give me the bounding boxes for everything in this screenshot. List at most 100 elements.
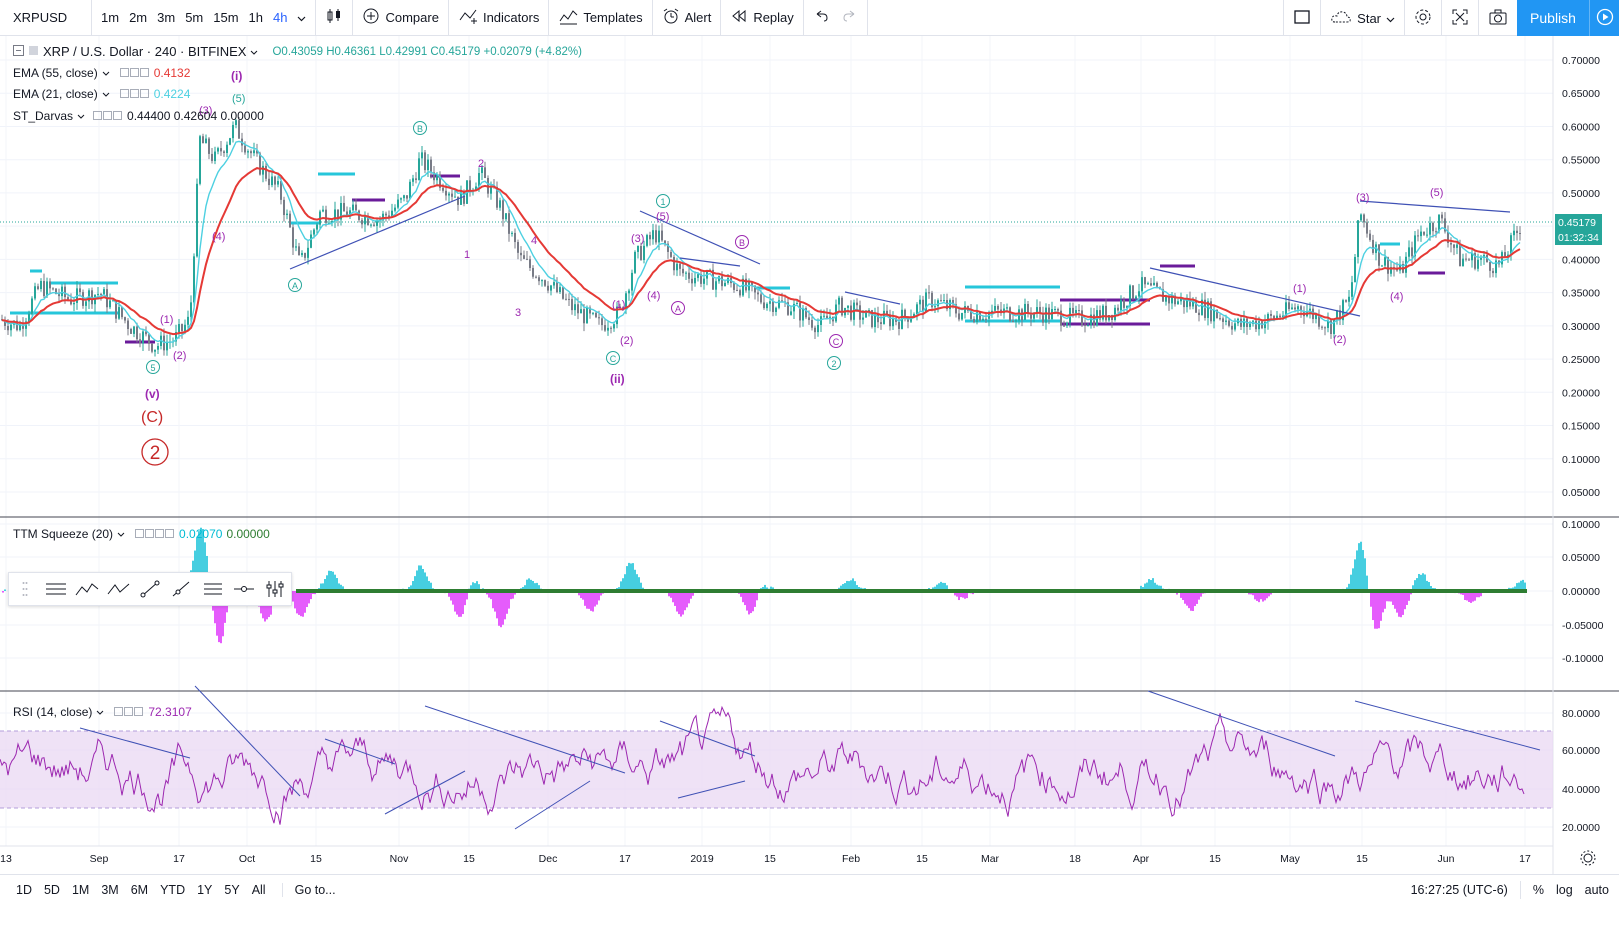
rsi-legend[interactable]: RSI (14, close) 72.3107	[13, 705, 192, 719]
ema55-legend[interactable]: EMA (55, close) 0.4132	[13, 66, 190, 80]
chevron-down-icon[interactable]	[250, 45, 258, 59]
chart-type-button[interactable]	[316, 0, 354, 36]
candle-body	[1243, 318, 1245, 327]
candle-body	[943, 300, 945, 302]
range-5y[interactable]: 5Y	[224, 883, 240, 897]
fullscreen-button[interactable]	[1441, 0, 1478, 36]
range-6m[interactable]: 6M	[130, 883, 149, 897]
alert-button[interactable]: Alert	[653, 0, 722, 36]
undo-button[interactable]	[804, 0, 868, 36]
chevron-down-icon[interactable]	[292, 10, 311, 25]
candle-body	[91, 290, 93, 305]
time-axis-settings[interactable]	[1580, 850, 1596, 866]
price-candles	[1, 117, 1521, 357]
horizontal-line-icon[interactable]	[228, 573, 259, 605]
ttm-legend[interactable]: TTM Squeeze (20) 0.02070 0.00000	[13, 527, 270, 541]
candle-body	[409, 181, 411, 199]
candle-body	[1276, 315, 1278, 320]
fib-icon[interactable]	[197, 573, 228, 605]
collapse-icon[interactable]	[13, 44, 24, 59]
ttm-bar	[1466, 591, 1468, 601]
interval-2m[interactable]: 2m	[129, 10, 148, 25]
candle-body	[400, 198, 402, 200]
ema21-legend[interactable]: EMA (21, close) 0.4224	[13, 87, 190, 101]
candle-body	[970, 310, 972, 319]
main-legend-title[interactable]: XRP / U.S. Dollar · 240 · BITFINEX	[43, 44, 247, 59]
candle-body	[889, 314, 891, 327]
indicator-controls[interactable]	[135, 527, 175, 541]
ttm-bar	[1358, 543, 1360, 591]
ray-icon[interactable]	[166, 573, 197, 605]
chart-canvas[interactable]: (i) (5) (ii) (v) (C) 2 B A C 1 2 5 B A C	[0, 36, 1619, 874]
indicator-controls[interactable]	[119, 87, 150, 101]
range-all[interactable]: All	[251, 883, 266, 897]
interval-1m[interactable]: 1m	[101, 10, 120, 25]
snapshot-button[interactable]	[1478, 0, 1517, 36]
goto-button[interactable]: Go to...	[281, 883, 336, 897]
camera-icon	[1488, 8, 1508, 29]
ttm-bar	[506, 591, 508, 614]
percent-toggle[interactable]: %	[1532, 883, 1544, 897]
play-button[interactable]	[1589, 0, 1619, 36]
wave-label-i: (i)	[231, 69, 242, 83]
star-label: Star	[1357, 10, 1381, 26]
range-1m[interactable]: 1M	[71, 883, 90, 897]
darvas-legend[interactable]: ST_Darvas 0.44400 0.42604 0.00000	[13, 109, 264, 123]
time-axis[interactable]: 13 Sep 17 Oct 15 Nov 15 Dec 17 2019 15 Feb 15 Mar 18 Ap…	[0, 853, 1531, 865]
candle-body	[157, 345, 159, 350]
interval-4h[interactable]: 4h	[273, 10, 288, 25]
replay-button[interactable]: Replay	[721, 0, 804, 36]
templates-button[interactable]: Templates	[549, 0, 653, 36]
interval-1h[interactable]: 1h	[248, 10, 264, 25]
ttm-bar	[428, 581, 430, 591]
log-toggle[interactable]: log	[1555, 883, 1573, 897]
range-5d[interactable]: 5D	[43, 883, 60, 897]
range-ytd[interactable]: YTD	[160, 883, 186, 897]
trend-line-icon[interactable]	[134, 573, 165, 605]
range-1d[interactable]: 1D	[16, 883, 32, 897]
range-3m[interactable]: 3M	[101, 883, 119, 897]
price-scale[interactable]: 0.700000.650000.600000.550000.500000.450…	[1562, 55, 1604, 834]
ttm-bar	[306, 591, 308, 608]
candle-body	[982, 318, 984, 321]
elliott-wave-icon[interactable]	[72, 573, 103, 605]
ttm-bar	[1252, 591, 1254, 596]
candle-body	[301, 252, 303, 256]
candle-body	[352, 204, 354, 211]
indicators-button[interactable]: Indicators	[449, 0, 550, 36]
time-axis-label: 15	[764, 853, 776, 865]
indicator-controls[interactable]	[119, 66, 150, 80]
redo-icon[interactable]	[842, 8, 858, 27]
interval-5m[interactable]: 5m	[185, 10, 204, 25]
ttm-bar	[478, 584, 480, 591]
symbol-search[interactable]: XRPUSD	[0, 0, 92, 36]
candle-body	[886, 310, 888, 315]
candle-body	[1045, 307, 1047, 323]
candle-body	[451, 193, 453, 197]
lines-menu-icon[interactable]	[40, 573, 71, 605]
interval-3m[interactable]: 3m	[157, 10, 176, 25]
clock-time[interactable]: 16:27:25 (UTC-6)	[1410, 883, 1508, 897]
interval-15m[interactable]: 15m	[213, 10, 239, 25]
rsi-trend-lines[interactable]	[79, 685, 1541, 830]
auto-toggle[interactable]: auto	[1584, 883, 1609, 897]
abc-pattern-icon[interactable]	[103, 573, 134, 605]
range-1y[interactable]: 1Y	[197, 883, 213, 897]
settings-button[interactable]	[1404, 0, 1441, 36]
candle-body	[712, 269, 714, 290]
gear-icon[interactable]	[1580, 850, 1596, 866]
drag-handle-icon[interactable]	[9, 573, 40, 605]
layout-button[interactable]	[1283, 0, 1320, 36]
compare-button[interactable]: Compare	[353, 0, 449, 36]
trend-lines[interactable]	[289, 195, 1511, 317]
ttm-bar	[310, 591, 312, 600]
star-button[interactable]: Star	[1320, 0, 1404, 36]
indicator-controls[interactable]	[93, 109, 123, 123]
settings-sliders-icon[interactable]	[260, 573, 291, 605]
ema55-name: EMA (55, close)	[13, 66, 98, 80]
indicator-controls[interactable]	[114, 705, 144, 719]
ttm-bar	[1390, 591, 1392, 602]
publish-button[interactable]: Publish	[1517, 0, 1589, 36]
candle-body	[1441, 214, 1443, 219]
top-toolbar: XRPUSD 1m 2m 3m 5m 15m 1h 4h Compare	[0, 0, 1619, 36]
